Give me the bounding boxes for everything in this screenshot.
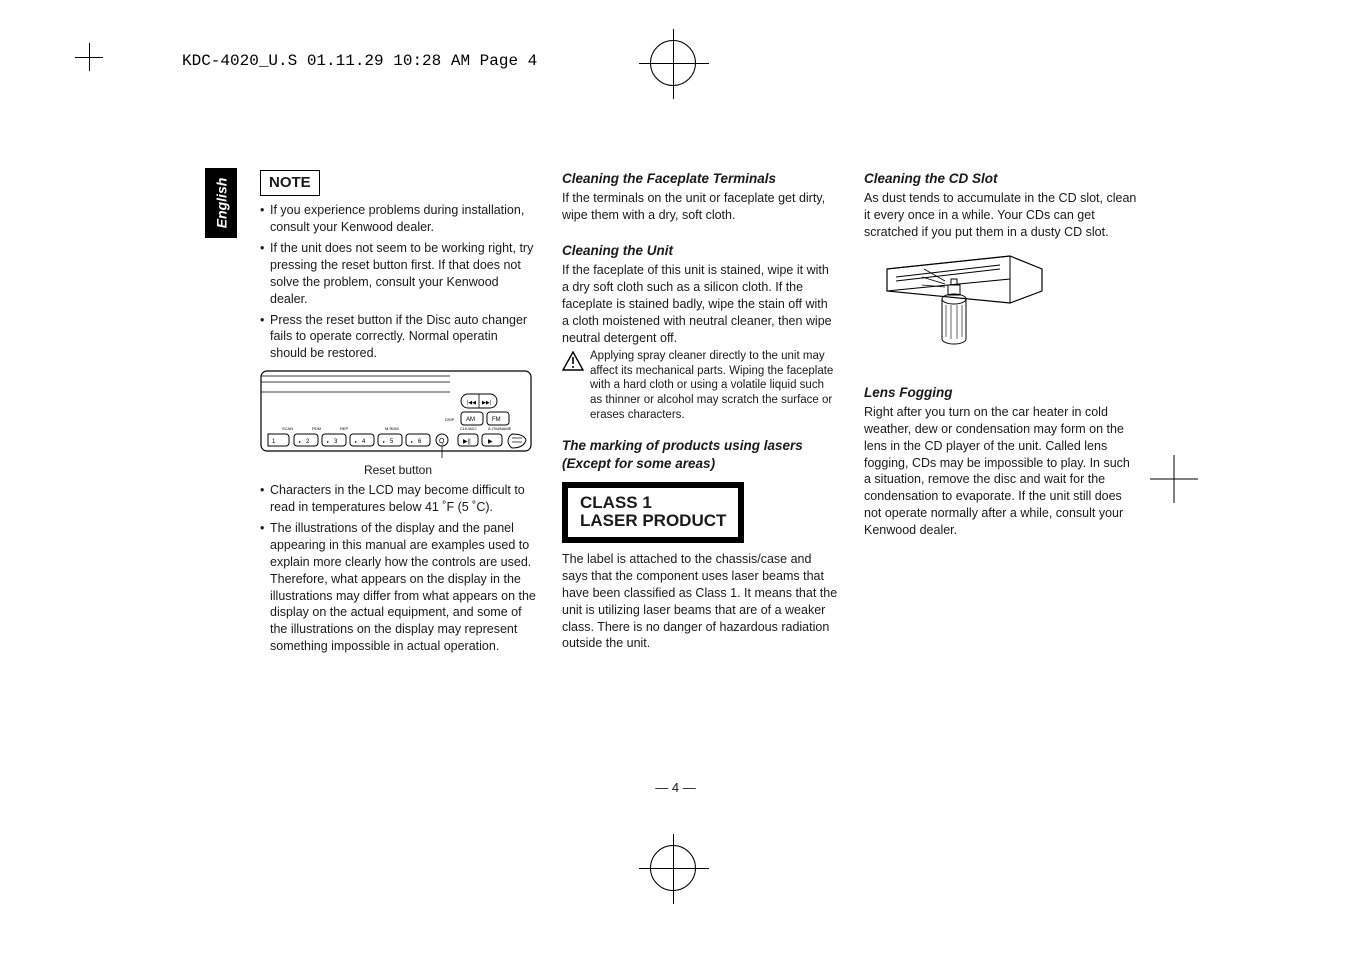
svg-text:CLK/ADJ: CLK/ADJ [460,426,476,431]
paragraph-fog: Right after you turn on the car heater i… [864,404,1140,539]
svg-text:3: 3 [334,439,338,445]
paragraph-faceplate: If the terminals on the unit or faceplat… [562,190,838,224]
page-number: — 4 — [0,780,1351,795]
cdslot-figure [882,251,1140,366]
registration-mark-bottom-icon [650,845,696,891]
note-bullets-top: If you experience problems during instal… [260,202,536,362]
reset-button-figure: |◀◀ ▶▶| AM FM DISP SCAN RDM REP M.RDM CL… [260,370,536,478]
heading-unit: Cleaning the Unit [562,242,838,260]
svg-text:▸: ▸ [327,439,329,444]
registration-mark-top-icon [650,40,696,86]
svg-text:DISP: DISP [445,417,455,422]
registration-mark-right-icon [1150,455,1198,508]
heading-faceplate: Cleaning the Faceplate Terminals [562,170,838,188]
svg-text:5: 5 [390,439,394,445]
language-tab: English [205,168,237,238]
crop-mark-icon [75,43,103,71]
svg-text:6: 6 [418,439,422,445]
column-1: NOTE If you experience problems during i… [260,170,536,659]
bullet-item: Characters in the LCD may become difficu… [260,482,536,516]
bullet-item: If the unit does not seem to be working … [260,240,536,308]
laser-line1: CLASS 1 [580,494,726,513]
svg-text:SCAN: SCAN [282,426,293,431]
svg-text:AM: AM [466,417,475,423]
svg-text:FM: FM [492,417,501,423]
svg-text:▸: ▸ [355,439,357,444]
column-3: Cleaning the CD Slot As dust tends to ac… [864,170,1140,659]
column-2: Cleaning the Faceplate Terminals If the … [562,170,838,659]
svg-text:Q: Q [439,438,445,445]
svg-text:REP: REP [340,426,349,431]
svg-text:RDM: RDM [312,426,321,431]
svg-text:4: 4 [362,439,366,445]
svg-text:▶▶|: ▶▶| [482,400,491,406]
svg-text:M.RDM: M.RDM [385,426,399,431]
note-bullets-bottom: Characters in the LCD may become difficu… [260,482,536,655]
svg-text:|◀◀: |◀◀ [467,400,476,406]
paragraph-cdslot: As dust tends to accumulate in the CD sl… [864,190,1140,241]
content-columns: NOTE If you experience problems during i… [260,170,1140,659]
caution-row: Applying spray cleaner directly to the u… [562,349,838,424]
svg-text:▸: ▸ [383,439,385,444]
page: KDC-4020_U.S 01.11.29 10:28 AM Page 4 En… [0,0,1351,954]
paragraph-laser: The label is attached to the chassis/cas… [562,551,838,652]
note-box-label: NOTE [260,170,320,196]
reset-caption: Reset button [260,462,536,478]
svg-text:▸: ▸ [299,439,301,444]
svg-text:▸: ▸ [411,439,413,444]
bullet-item: If you experience problems during instal… [260,202,536,236]
caution-text: Applying spray cleaner directly to the u… [590,349,838,424]
svg-text:A.ITM/NAME: A.ITM/NAME [488,426,512,431]
heading-fog: Lens Fogging [864,384,1140,402]
bullet-item: The illustrations of the display and the… [260,520,536,655]
bullet-item: Press the reset button if the Disc auto … [260,312,536,363]
heading-cdslot: Cleaning the CD Slot [864,170,1140,188]
warning-triangle-icon [562,351,584,371]
language-tab-label: English [213,178,229,229]
print-header: KDC-4020_U.S 01.11.29 10:28 AM Page 4 [182,52,537,70]
laser-label-box: CLASS 1 LASER PRODUCT [562,482,744,543]
svg-text:▶||: ▶|| [463,439,471,445]
paragraph-unit: If the faceplate of this unit is stained… [562,262,838,346]
svg-text:1: 1 [272,439,276,445]
svg-text:▶: ▶ [488,439,493,445]
svg-text:2: 2 [306,439,310,445]
heading-laser: The marking of products using lasers (Ex… [562,437,838,473]
laser-line2: LASER PRODUCT [580,512,726,531]
